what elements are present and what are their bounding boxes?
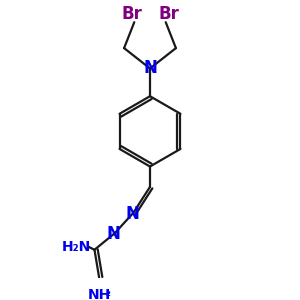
Text: N: N	[107, 225, 121, 243]
Text: N: N	[143, 59, 157, 77]
Text: Br: Br	[121, 5, 142, 23]
Text: H₂N: H₂N	[61, 240, 91, 254]
Text: Br: Br	[158, 5, 179, 23]
Text: ₂: ₂	[105, 288, 110, 298]
Text: N: N	[125, 205, 140, 223]
Text: NH: NH	[88, 288, 111, 300]
